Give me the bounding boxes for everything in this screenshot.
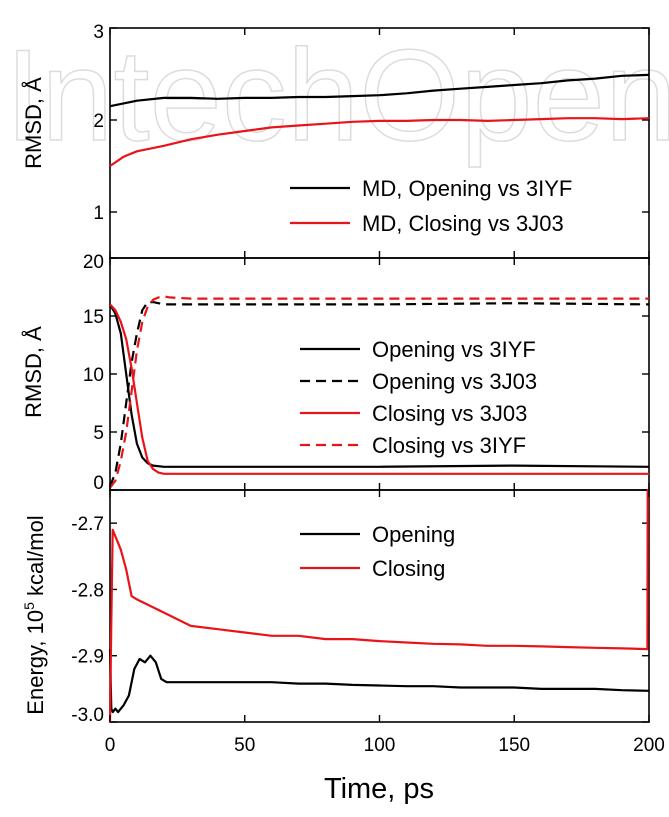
legend-label-closing-vs-3j03: Closing vs 3J03 [372, 401, 527, 426]
series-line-opening [108, 649, 650, 714]
legend-label-opening: Opening [372, 522, 455, 547]
legend-label-opening-vs-3iyf: Opening vs 3IYF [372, 337, 536, 362]
series-line-md-opening-vs-3iyf [109, 73, 650, 108]
legend-label-opening-vs-3j03: Opening vs 3J03 [372, 369, 537, 394]
panel-bottom-series [108, 488, 650, 723]
panel-middle-ytick-label: 5 [93, 423, 104, 444]
panel-bottom-ytick-label: -3.0 [71, 705, 104, 726]
panel-middle-legend: Opening vs 3IYF Opening vs 3J03 Closing vs… [300, 337, 537, 458]
legend-label-closing: Closing [372, 556, 445, 581]
panel-middle-yticks: 0 5 10 15 20 [83, 252, 649, 494]
series-line-closing-vs-3j03 [109, 303, 649, 475]
panel-middle-ytick-label: 0 [93, 473, 104, 494]
panel-top-series [109, 73, 650, 167]
x-axis-title: Time, ps [324, 773, 434, 805]
energy-ylabel-exponent: 5 [21, 602, 37, 610]
panel-bottom-ytick-label: -2.7 [71, 514, 104, 535]
panel-top-ytick-label: 1 [93, 203, 104, 224]
panel-bottom-ytick-label: -2.8 [71, 580, 104, 601]
legend-label-md-opening-vs-3iyf: MD, Opening vs 3IYF [362, 176, 572, 201]
x-tick-label: 100 [364, 735, 396, 756]
panel-middle-ylabel: RMSD, Å [21, 326, 46, 418]
x-axis-ticks: 0 50 100 150 200 [105, 28, 665, 756]
panel-middle-ytick-label: 20 [83, 252, 104, 273]
panel-top-yticks: 1 2 3 [93, 22, 649, 224]
panel-middle-ytick-label: 15 [83, 307, 104, 328]
x-tick-label: 200 [633, 735, 665, 756]
panel-bottom-yticks: -3.0 -2.9 -2.8 -2.7 [71, 514, 649, 726]
series-line-closing [108, 488, 649, 723]
legend-label-closing-vs-3iyf: Closing vs 3IYF [372, 433, 526, 458]
panel-top-ytick-label: 3 [93, 22, 104, 43]
panel-bottom-legend: Opening Closing [300, 522, 455, 581]
series-line-opening-vs-3iyf [109, 303, 650, 468]
panel-top-ytick-label: 2 [93, 111, 104, 132]
energy-ylabel-main: Energy, 10 [23, 610, 48, 715]
series-line-md-closing-vs-3j03 [109, 117, 650, 167]
panel-top: RMSD, Å 1 2 3 MD, Opening vs 3IYF MD, Closi… [21, 22, 650, 259]
panel-top-legend: MD, Opening vs 3IYF MD, Closing vs 3J03 [290, 176, 572, 236]
panel-middle-series [108, 295, 650, 489]
x-tick-label: 150 [498, 735, 530, 756]
series-line-opening-vs-3j03 [108, 301, 650, 487]
x-tick-label: 0 [105, 735, 116, 756]
panel-bottom: Energy, 105 kcal/mol -3.0 -2.9 -2.8 -2.7 Op… [21, 488, 650, 726]
energy-ylabel-unit: kcal/mol [23, 515, 48, 602]
panel-middle-ytick-label: 10 [83, 365, 104, 386]
series-line-closing-vs-3iyf [109, 295, 649, 489]
panel-top-ylabel: RMSD, Å [21, 77, 46, 169]
panel-bottom-ylabel: Energy, 105 kcal/mol [21, 515, 48, 714]
legend-label-md-closing-vs-3j03: MD, Closing vs 3J03 [362, 211, 564, 236]
panel-bottom-ytick-label: -2.9 [71, 647, 104, 668]
x-tick-label: 50 [234, 735, 255, 756]
watermark: IntechOpen [5, 22, 669, 168]
